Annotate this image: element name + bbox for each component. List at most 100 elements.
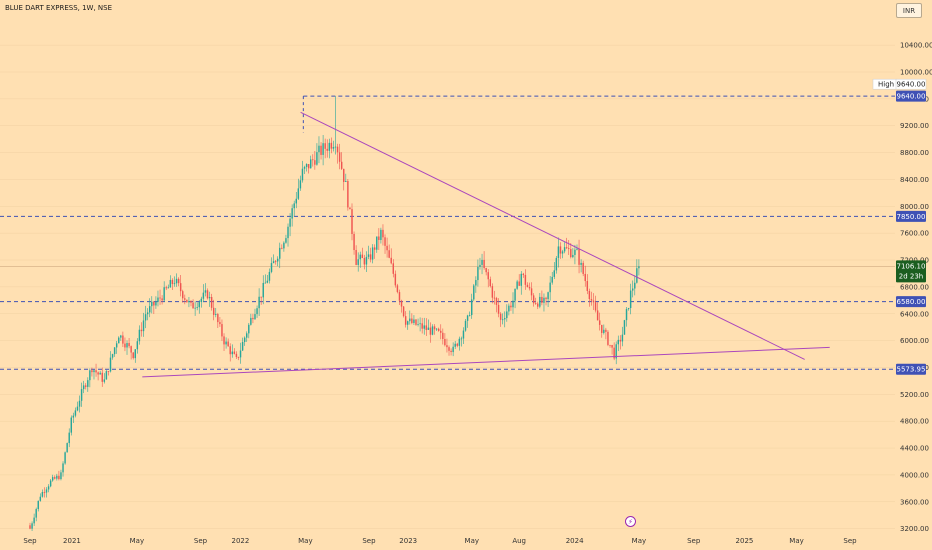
candle-body — [184, 298, 186, 300]
candle-body — [72, 415, 75, 418]
candle-body — [340, 161, 343, 169]
candle-body — [458, 338, 461, 346]
candle-body — [404, 316, 407, 325]
events-lightning-icon[interactable]: ⚡ — [625, 516, 636, 527]
candle-body — [128, 343, 130, 347]
candle-body — [324, 143, 326, 149]
price-level-tag — [896, 210, 926, 222]
candle-body — [617, 339, 619, 345]
candle-body — [186, 299, 188, 303]
candle-body — [101, 372, 103, 382]
price-level-tag — [896, 90, 926, 102]
candle-body — [623, 320, 626, 335]
candle-body — [151, 301, 153, 307]
candle-body — [95, 370, 97, 373]
candle-body — [415, 319, 417, 325]
currency-button[interactable]: INR — [896, 3, 922, 18]
candle-body — [629, 290, 632, 309]
candle-body — [530, 288, 533, 296]
candle-body — [99, 372, 101, 375]
candle-body — [29, 525, 31, 529]
candle-body — [470, 299, 473, 316]
candle-body — [268, 271, 271, 281]
candle-body — [384, 237, 386, 246]
candle-body — [466, 315, 469, 321]
candle-body — [320, 145, 322, 155]
candle-body — [182, 291, 184, 299]
grid-lines — [0, 44, 895, 529]
y-tick-label: 7600.00 — [900, 230, 929, 238]
y-tick-label: 6400.00 — [900, 310, 929, 318]
candle-body — [437, 328, 440, 331]
candle-body — [448, 347, 450, 351]
candle-body — [138, 329, 141, 342]
candle-body — [113, 347, 116, 355]
candle-body — [33, 517, 35, 524]
candle-body — [576, 248, 578, 250]
candle-body — [357, 259, 359, 265]
candle-body — [51, 477, 54, 481]
candle-body — [578, 248, 580, 265]
time-axis: Sep 2021 May Sep 2022 May Sep 2023 May Aug 2024 May… — [23, 537, 857, 545]
candle-body — [380, 229, 382, 240]
candle-body — [45, 489, 48, 493]
candle-body — [452, 346, 454, 353]
candle-body — [107, 371, 110, 372]
candle-body — [41, 492, 44, 497]
candle-body — [359, 254, 361, 260]
candle-body — [493, 297, 496, 299]
candle-body — [241, 341, 244, 351]
candle-body — [332, 147, 335, 149]
candle-body — [153, 301, 155, 306]
candle-body — [252, 317, 254, 320]
candle-body — [499, 313, 502, 320]
candle-body — [243, 337, 246, 342]
candle-body — [636, 268, 638, 283]
y-tick-label: 4000.00 — [900, 471, 929, 479]
y-tick-label: 9200.00 — [900, 122, 929, 130]
candle-body — [349, 207, 351, 210]
candle-body — [477, 266, 479, 281]
candle-body — [80, 389, 83, 401]
candle-body — [541, 296, 543, 303]
candle-body — [409, 318, 411, 322]
x-tick-label: 2022 — [231, 537, 249, 545]
candle-body — [64, 452, 66, 464]
candle-body — [60, 472, 62, 480]
candle-body — [365, 256, 368, 265]
candle-body — [586, 281, 589, 292]
candle-body — [559, 246, 562, 254]
candle-body — [588, 291, 591, 300]
candle-body — [295, 198, 297, 204]
candle-body — [590, 299, 593, 301]
candle-body — [487, 272, 489, 280]
candle-body — [56, 475, 58, 479]
candle-body — [190, 301, 192, 303]
candlestick-series — [29, 96, 640, 531]
x-tick-label: 2021 — [63, 537, 81, 545]
last-price-tag — [896, 260, 926, 283]
candle-body — [433, 326, 436, 330]
candle-body — [118, 337, 120, 344]
candle-body — [373, 247, 376, 250]
descending-resistance-line — [300, 111, 805, 360]
candle-body — [485, 268, 487, 273]
candle-body — [148, 306, 151, 313]
candle-body — [427, 327, 430, 330]
candle-body — [188, 301, 190, 303]
x-tick-label: Aug — [512, 537, 526, 545]
x-tick-label: Sep — [23, 537, 37, 545]
candle-body — [514, 288, 516, 301]
candle-body — [47, 486, 50, 490]
candle-body — [115, 343, 118, 348]
candle-body — [423, 325, 425, 329]
candle-body — [208, 296, 211, 299]
candle-body — [386, 245, 388, 251]
candle-body — [301, 168, 304, 181]
candle-body — [215, 314, 217, 315]
y-tick-label: 3200.00 — [900, 525, 929, 533]
candle-body — [495, 298, 498, 305]
candle-body — [297, 188, 300, 199]
